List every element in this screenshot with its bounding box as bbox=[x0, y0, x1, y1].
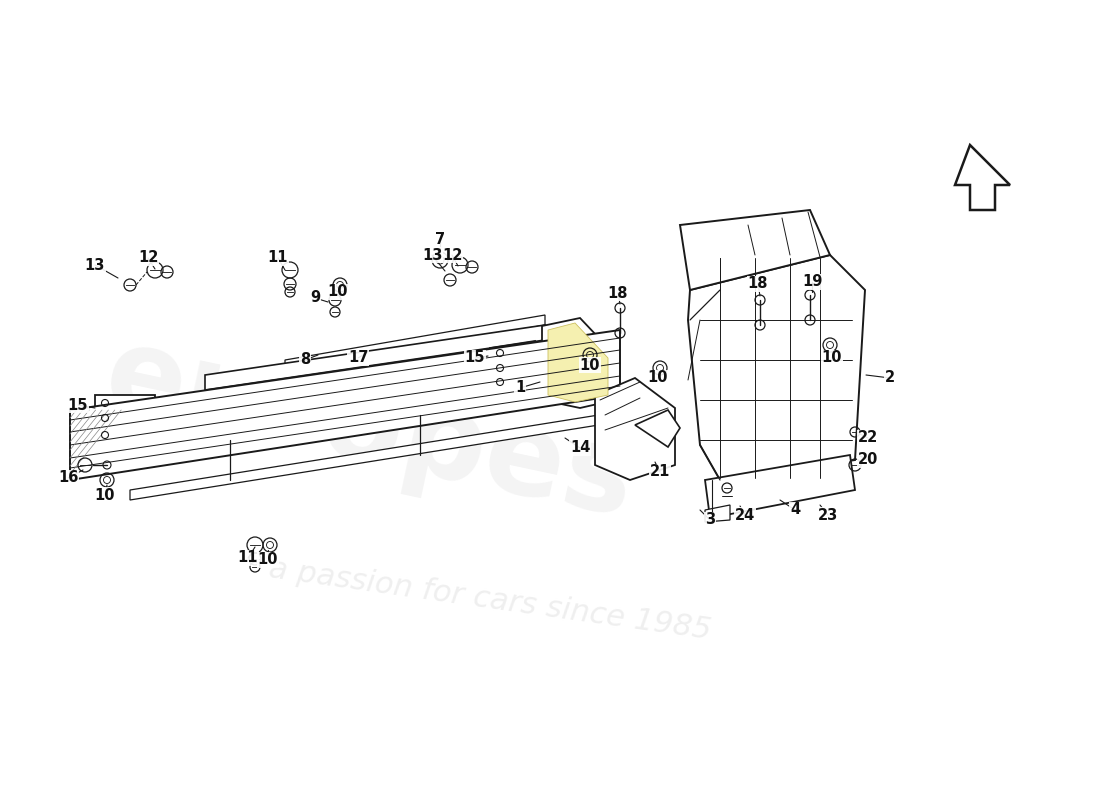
Polygon shape bbox=[705, 455, 855, 518]
Text: europes: europes bbox=[95, 318, 645, 542]
Text: 13: 13 bbox=[85, 258, 106, 273]
Polygon shape bbox=[955, 145, 1010, 210]
Polygon shape bbox=[205, 325, 544, 390]
Text: 4: 4 bbox=[790, 502, 800, 518]
Polygon shape bbox=[595, 378, 675, 480]
Text: 14: 14 bbox=[570, 441, 591, 455]
Text: 10: 10 bbox=[822, 350, 843, 366]
Polygon shape bbox=[688, 255, 865, 480]
Text: 10: 10 bbox=[648, 370, 669, 386]
Text: 1: 1 bbox=[515, 381, 525, 395]
Text: 2: 2 bbox=[884, 370, 895, 386]
Text: 3: 3 bbox=[705, 513, 715, 527]
Text: 10: 10 bbox=[95, 487, 116, 502]
Polygon shape bbox=[95, 395, 155, 450]
Polygon shape bbox=[542, 318, 615, 408]
Text: 19: 19 bbox=[802, 274, 822, 290]
Text: 22: 22 bbox=[858, 430, 878, 446]
Polygon shape bbox=[490, 341, 535, 395]
Polygon shape bbox=[130, 410, 630, 500]
Text: 15: 15 bbox=[464, 350, 485, 366]
Text: 11: 11 bbox=[267, 250, 288, 266]
Text: 21: 21 bbox=[650, 465, 670, 479]
Text: a passion for cars since 1985: a passion for cars since 1985 bbox=[267, 554, 713, 646]
Text: 10: 10 bbox=[257, 553, 278, 567]
Text: 11: 11 bbox=[238, 550, 258, 566]
Text: 17: 17 bbox=[348, 350, 369, 366]
Text: 23: 23 bbox=[818, 507, 838, 522]
Text: 10: 10 bbox=[328, 285, 349, 299]
Polygon shape bbox=[635, 410, 680, 447]
Text: 15: 15 bbox=[68, 398, 88, 413]
Polygon shape bbox=[548, 323, 608, 402]
Polygon shape bbox=[705, 505, 730, 522]
Text: 10: 10 bbox=[580, 358, 601, 373]
Text: 12: 12 bbox=[442, 247, 462, 262]
Text: 12: 12 bbox=[138, 250, 158, 266]
Text: 8: 8 bbox=[300, 353, 310, 367]
Text: 20: 20 bbox=[858, 453, 878, 467]
Text: 18: 18 bbox=[607, 286, 628, 301]
Text: 13: 13 bbox=[421, 247, 442, 262]
Text: 16: 16 bbox=[58, 470, 78, 486]
Text: 24: 24 bbox=[735, 507, 755, 522]
Text: 7: 7 bbox=[434, 233, 446, 247]
Text: 18: 18 bbox=[748, 277, 768, 291]
Text: 9: 9 bbox=[310, 290, 320, 306]
Polygon shape bbox=[680, 210, 830, 290]
Polygon shape bbox=[285, 315, 544, 370]
Polygon shape bbox=[70, 330, 620, 480]
